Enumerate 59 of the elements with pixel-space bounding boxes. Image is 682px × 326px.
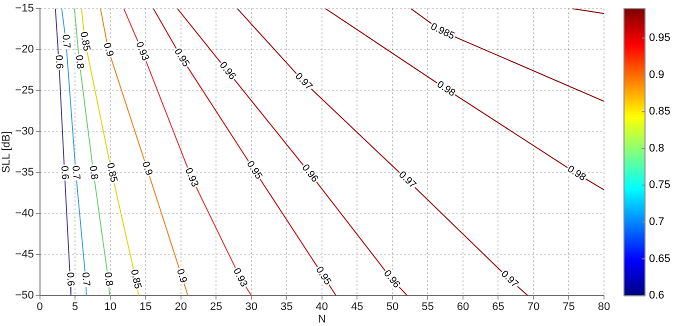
y-tick-label: −25: [15, 84, 34, 97]
y-tick-label: −15: [15, 2, 34, 15]
x-tick-label: 5: [72, 301, 78, 314]
y-tick-label: −50: [15, 290, 34, 302]
text: 0.93: [230, 266, 250, 289]
text: 0.7: [70, 165, 82, 180]
x-tick-label: 60: [456, 301, 470, 314]
x-tick-label: 40: [316, 301, 328, 314]
text: 0.85: [78, 30, 92, 52]
y-tick-label: −20: [15, 44, 34, 56]
color-bar-label: 0.7: [649, 216, 664, 228]
text: 0.97: [498, 268, 520, 290]
text: 0.98: [434, 79, 458, 100]
series-label: 0.85: [104, 162, 120, 184]
text: 0.97: [292, 70, 314, 93]
color-bar-label: 0.75: [649, 179, 670, 192]
series-label: 0.985: [428, 21, 456, 42]
series-label: 0.7: [79, 272, 92, 288]
color-bar-label: 0.65: [649, 252, 670, 265]
x-tick-label: 50: [386, 301, 399, 314]
series-label: 0.6: [52, 54, 65, 70]
color-bar-label: 0.8: [649, 142, 664, 154]
x-tick-label: 80: [598, 301, 610, 314]
color-bar-label: 0.95: [649, 32, 670, 44]
text: 0.9: [139, 160, 154, 177]
x-tick-label: 55: [422, 301, 434, 314]
text: 0.93: [133, 40, 151, 62]
x-tick-label: 65: [492, 301, 504, 314]
x-tick-label: 45: [351, 301, 364, 314]
y-tick-label: −40: [15, 208, 34, 220]
x-axis-title: N: [318, 313, 326, 326]
text: 0.7: [60, 34, 72, 49]
x-tick-label: 10: [104, 301, 116, 314]
text: 0.8: [86, 165, 100, 180]
x-tick-label: 70: [527, 301, 540, 314]
text: 0.6: [64, 272, 76, 286]
series-label: 0.9: [100, 41, 116, 58]
series-label: 0.8: [102, 272, 114, 288]
text: 0.8: [72, 54, 86, 70]
x-tick-label: 35: [280, 301, 293, 314]
y-tick-label: −45: [15, 248, 34, 261]
color-bar-label: 0.85: [649, 106, 670, 118]
color-bar-label: 0.9: [649, 68, 664, 81]
x-tick-label: 75: [562, 301, 575, 314]
x-tick-label: 25: [210, 301, 222, 314]
series-label: 0.93: [182, 166, 200, 190]
text: 0.9: [174, 268, 189, 284]
y-axis-title: SLL [dB]: [0, 131, 13, 173]
color-bar-label: 0.6: [649, 290, 664, 302]
x-tick-label: 0: [36, 301, 43, 314]
series-label: 0.98: [565, 164, 588, 184]
y-tick-label: −30: [15, 126, 34, 138]
x-tick-label: 20: [174, 301, 188, 314]
text: 0.6: [58, 165, 70, 180]
y-tick-label: −35: [15, 166, 34, 179]
x-tick-label: 30: [245, 301, 258, 314]
text: 0.85: [128, 268, 143, 290]
x-tick-label: 15: [140, 301, 152, 314]
series-label: 0.97: [396, 169, 418, 192]
